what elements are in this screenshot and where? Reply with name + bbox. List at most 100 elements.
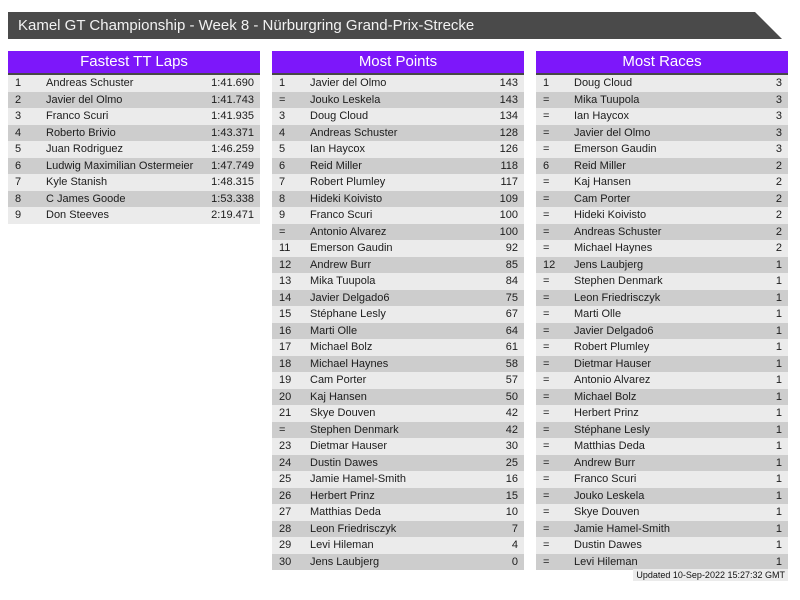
- table-row: 24 Dustin Dawes 25: [272, 454, 524, 471]
- rank-cell: 20: [279, 390, 292, 403]
- value-cell: 64: [505, 324, 518, 337]
- driver-name-cell: Marti Olle: [574, 308, 622, 320]
- rank-cell: 15: [279, 308, 292, 320]
- rank-cell: =: [543, 341, 550, 353]
- value-cell: 0: [511, 555, 518, 568]
- value-cell: 30: [505, 440, 518, 452]
- table-row: 9 Don Steeves 2:19.471: [8, 207, 260, 224]
- rank-cell: =: [543, 242, 550, 254]
- rank-cell: =: [543, 440, 550, 452]
- table-fastest-tt-laps: Fastest TT Laps 1 Andreas Schuster 1:41.69…: [8, 51, 260, 224]
- table-row: 18 Michael Haynes 58: [272, 355, 524, 372]
- rank-cell: 3: [15, 110, 22, 122]
- driver-name-cell: Franco Scuri: [46, 110, 109, 122]
- driver-name-cell: Andrew Burr: [574, 456, 636, 469]
- table-row: 6 Ludwig Maximilian Ostermeier 1:47.749: [8, 157, 260, 174]
- updated-timestamp: Updated 10-Sep-2022 15:27:32 GMT: [633, 569, 788, 581]
- driver-name-cell: Michael Bolz: [574, 390, 637, 403]
- driver-name-cell: Robert Plumley: [574, 341, 650, 353]
- driver-name-cell: Stephen Denmark: [310, 423, 399, 436]
- table-row: 30 Jens Laubjerg 0: [272, 553, 524, 570]
- driver-name-cell: Cam Porter: [310, 374, 367, 386]
- table-row: = Jamie Hamel-Smith 1: [536, 520, 788, 537]
- driver-name-cell: Doug Cloud: [574, 77, 633, 89]
- value-cell: 84: [505, 275, 518, 287]
- driver-name-cell: Javier Delgado6: [574, 324, 654, 337]
- driver-name-cell: Ian Haycox: [574, 110, 630, 122]
- table-row: = Mika Tuupola 3: [536, 91, 788, 108]
- driver-name-cell: Doug Cloud: [310, 110, 369, 122]
- driver-name-cell: Hideki Koivisto: [310, 192, 383, 205]
- rank-cell: 23: [279, 440, 292, 452]
- value-cell: 143: [499, 77, 518, 89]
- rank-cell: 24: [279, 456, 292, 469]
- value-cell: 2: [775, 225, 782, 238]
- driver-name-cell: Hideki Koivisto: [574, 209, 647, 221]
- rank-cell: 11: [279, 242, 291, 254]
- table-row: 1 Doug Cloud 3: [536, 75, 788, 92]
- driver-name-cell: Emerson Gaudin: [574, 143, 657, 155]
- value-cell: 118: [500, 159, 518, 172]
- value-cell: 2: [775, 209, 782, 221]
- table-row: = Emerson Gaudin 3: [536, 141, 788, 158]
- driver-name-cell: Marti Olle: [310, 324, 358, 337]
- rank-cell: =: [543, 473, 550, 485]
- rank-cell: =: [543, 209, 550, 221]
- rank-cell: 6: [15, 159, 22, 172]
- table-row: 27 Matthias Deda 10: [272, 504, 524, 521]
- rank-cell: 14: [279, 291, 292, 304]
- driver-name-cell: Jens Laubjerg: [310, 555, 380, 568]
- driver-name-cell: Herbert Prinz: [574, 407, 639, 419]
- table-row: 11 Emerson Gaudin 92: [272, 240, 524, 257]
- value-cell: 3: [775, 77, 782, 89]
- driver-name-cell: Emerson Gaudin: [310, 242, 393, 254]
- driver-name-cell: Stéphane Lesly: [574, 423, 650, 436]
- driver-name-cell: Juan Rodriguez: [46, 143, 124, 155]
- rank-cell: 6: [543, 159, 550, 172]
- rank-cell: =: [543, 357, 550, 370]
- rank-cell: 25: [279, 473, 292, 485]
- table-row: = Marti Olle 1: [536, 306, 788, 323]
- value-cell: 1: [775, 275, 782, 287]
- rank-cell: 8: [15, 192, 22, 205]
- rank-cell: 1: [543, 77, 550, 89]
- value-cell: 61: [505, 341, 518, 353]
- table-body-most-points: 1 Javier del Olmo 143 = Jouko Leskela 143 3 Dou…: [272, 75, 524, 570]
- table-row: 25 Jamie Hamel-Smith 16: [272, 471, 524, 488]
- value-cell: 1: [775, 473, 782, 485]
- page-title: Kamel GT Championship - Week 8 - Nürburg…: [18, 17, 475, 34]
- value-cell: 100: [499, 225, 518, 238]
- value-cell: 134: [499, 110, 518, 122]
- driver-name-cell: Robert Plumley: [310, 176, 386, 188]
- value-cell: 1: [775, 440, 782, 452]
- table-row: 5 Juan Rodriguez 1:46.259: [8, 141, 260, 158]
- rank-cell: 1: [15, 77, 22, 89]
- title-bar: Kamel GT Championship - Week 8 - Nürburg…: [8, 12, 782, 39]
- value-cell: 50: [505, 390, 518, 403]
- table-title-most-races: Most Races: [536, 51, 788, 75]
- driver-name-cell: Javier del Olmo: [574, 126, 651, 139]
- rank-cell: =: [543, 275, 550, 287]
- rank-cell: =: [543, 324, 550, 337]
- rank-cell: =: [543, 423, 550, 436]
- value-cell: 1:41.743: [211, 93, 254, 106]
- driver-name-cell: C James Goode: [46, 192, 126, 205]
- rank-cell: =: [543, 192, 550, 205]
- value-cell: 1:53.338: [211, 192, 254, 205]
- table-row: 12 Andrew Burr 85: [272, 256, 524, 273]
- value-cell: 1: [775, 390, 782, 403]
- table-row: = Levi Hileman 1: [536, 553, 788, 570]
- driver-name-cell: Don Steeves: [46, 209, 109, 221]
- value-cell: 1: [775, 258, 782, 271]
- driver-name-cell: Ludwig Maximilian Ostermeier: [46, 159, 194, 172]
- driver-name-cell: Levi Hileman: [574, 555, 638, 568]
- driver-name-cell: Michael Haynes: [310, 357, 389, 370]
- rank-cell: =: [543, 110, 550, 122]
- value-cell: 1: [775, 489, 782, 502]
- driver-name-cell: Kaj Hansen: [574, 176, 631, 188]
- table-row: 17 Michael Bolz 61: [272, 339, 524, 356]
- table-row: = Franco Scuri 1: [536, 471, 788, 488]
- table-body-most-races: 1 Doug Cloud 3 = Mika Tuupola 3 = Ian Haycox 3 = J…: [536, 75, 788, 570]
- value-cell: 3: [775, 143, 782, 155]
- rank-cell: =: [543, 291, 550, 304]
